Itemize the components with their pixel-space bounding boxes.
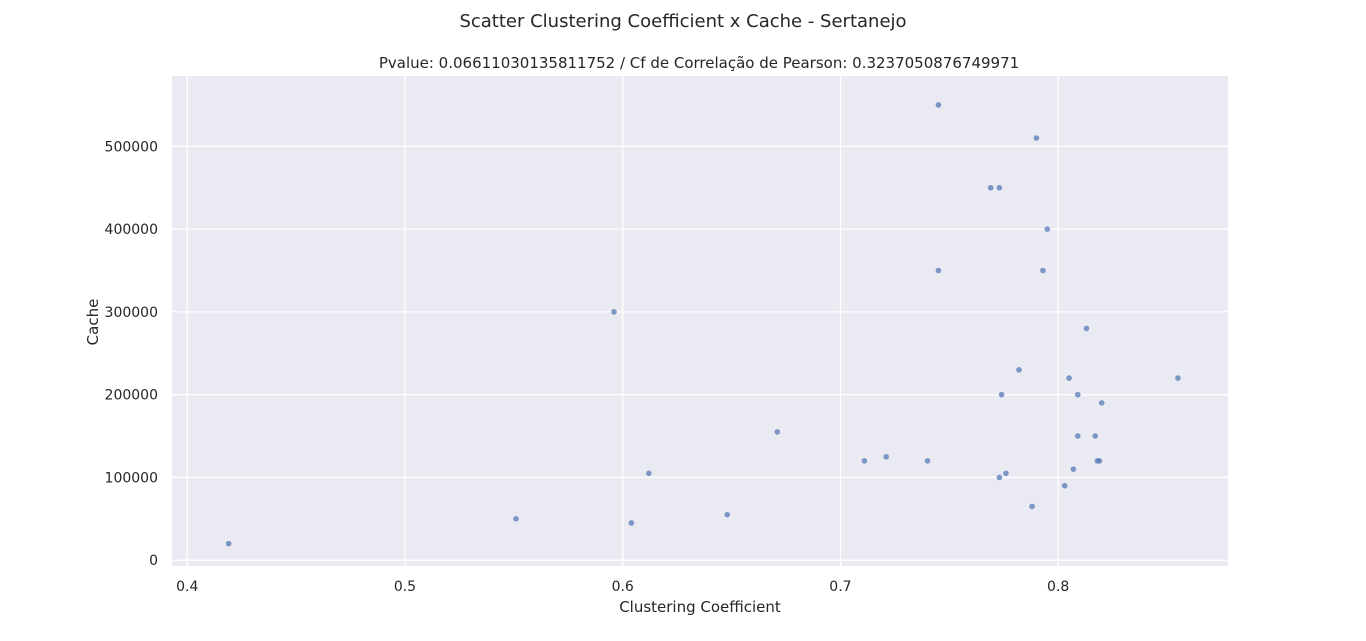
scatter-point (1033, 135, 1040, 141)
x-axis-ticks: 0.4 0.5 0.6 0.7 0.8 (176, 579, 1069, 595)
scatter-point (883, 453, 889, 460)
y-tick-label: 500000 (105, 139, 158, 155)
data-points (225, 102, 1181, 547)
scatter-point (1096, 458, 1103, 464)
scatter-point (1016, 367, 1022, 373)
scatter-point (611, 309, 617, 315)
x-axis-label: Clustering Coefficient (619, 598, 781, 616)
scatter-point (996, 474, 1003, 481)
scatter-point (1070, 466, 1077, 472)
scatter-point (996, 184, 1003, 191)
scatter-point (513, 516, 519, 522)
scatter-point (1040, 267, 1046, 274)
x-tick-label: 0.6 (612, 579, 634, 595)
y-tick-label: 400000 (105, 222, 158, 238)
scatter-point (646, 470, 652, 477)
grid-lines (172, 76, 1228, 566)
scatter-point (1098, 400, 1105, 406)
x-tick-label: 0.5 (394, 579, 416, 595)
scatter-point (1044, 226, 1051, 232)
plot-area (172, 76, 1228, 566)
scatter-point (724, 511, 731, 518)
scatter-point (1003, 470, 1009, 477)
scatter-point (1029, 503, 1035, 510)
scatter-point (1092, 433, 1098, 439)
scatter-point (924, 458, 931, 464)
y-axis-label: Cache (84, 299, 102, 346)
scatter-point (1083, 325, 1090, 332)
scatter-point (1066, 375, 1072, 381)
x-tick-label: 0.7 (829, 579, 851, 595)
scatter-point (861, 458, 868, 464)
scatter-point (1175, 375, 1181, 381)
scatter-point (987, 184, 994, 191)
y-axis-ticks: 0 100000 200000 300000 400000 500000 (105, 139, 158, 569)
scatter-point (998, 391, 1005, 398)
scatter-point (225, 540, 232, 547)
scatter-point (935, 102, 942, 108)
scatter-point (1061, 482, 1068, 489)
x-tick-label: 0.4 (176, 579, 198, 595)
y-tick-label: 200000 (105, 388, 158, 404)
x-tick-label: 0.8 (1047, 579, 1069, 595)
chart-subtitle: Pvalue: 0.06611030135811752 / Cf de Corr… (379, 54, 1019, 72)
chart-title: Scatter Clustering Coefficient x Cache -… (459, 11, 906, 32)
y-tick-label: 100000 (105, 470, 158, 486)
y-tick-label: 300000 (105, 305, 158, 321)
scatter-point (1074, 433, 1081, 439)
scatter-point (1074, 391, 1081, 398)
scatter-point (628, 520, 635, 526)
scatter-point (774, 429, 781, 435)
scatter-point (935, 267, 942, 274)
y-tick-label: 0 (149, 553, 158, 569)
